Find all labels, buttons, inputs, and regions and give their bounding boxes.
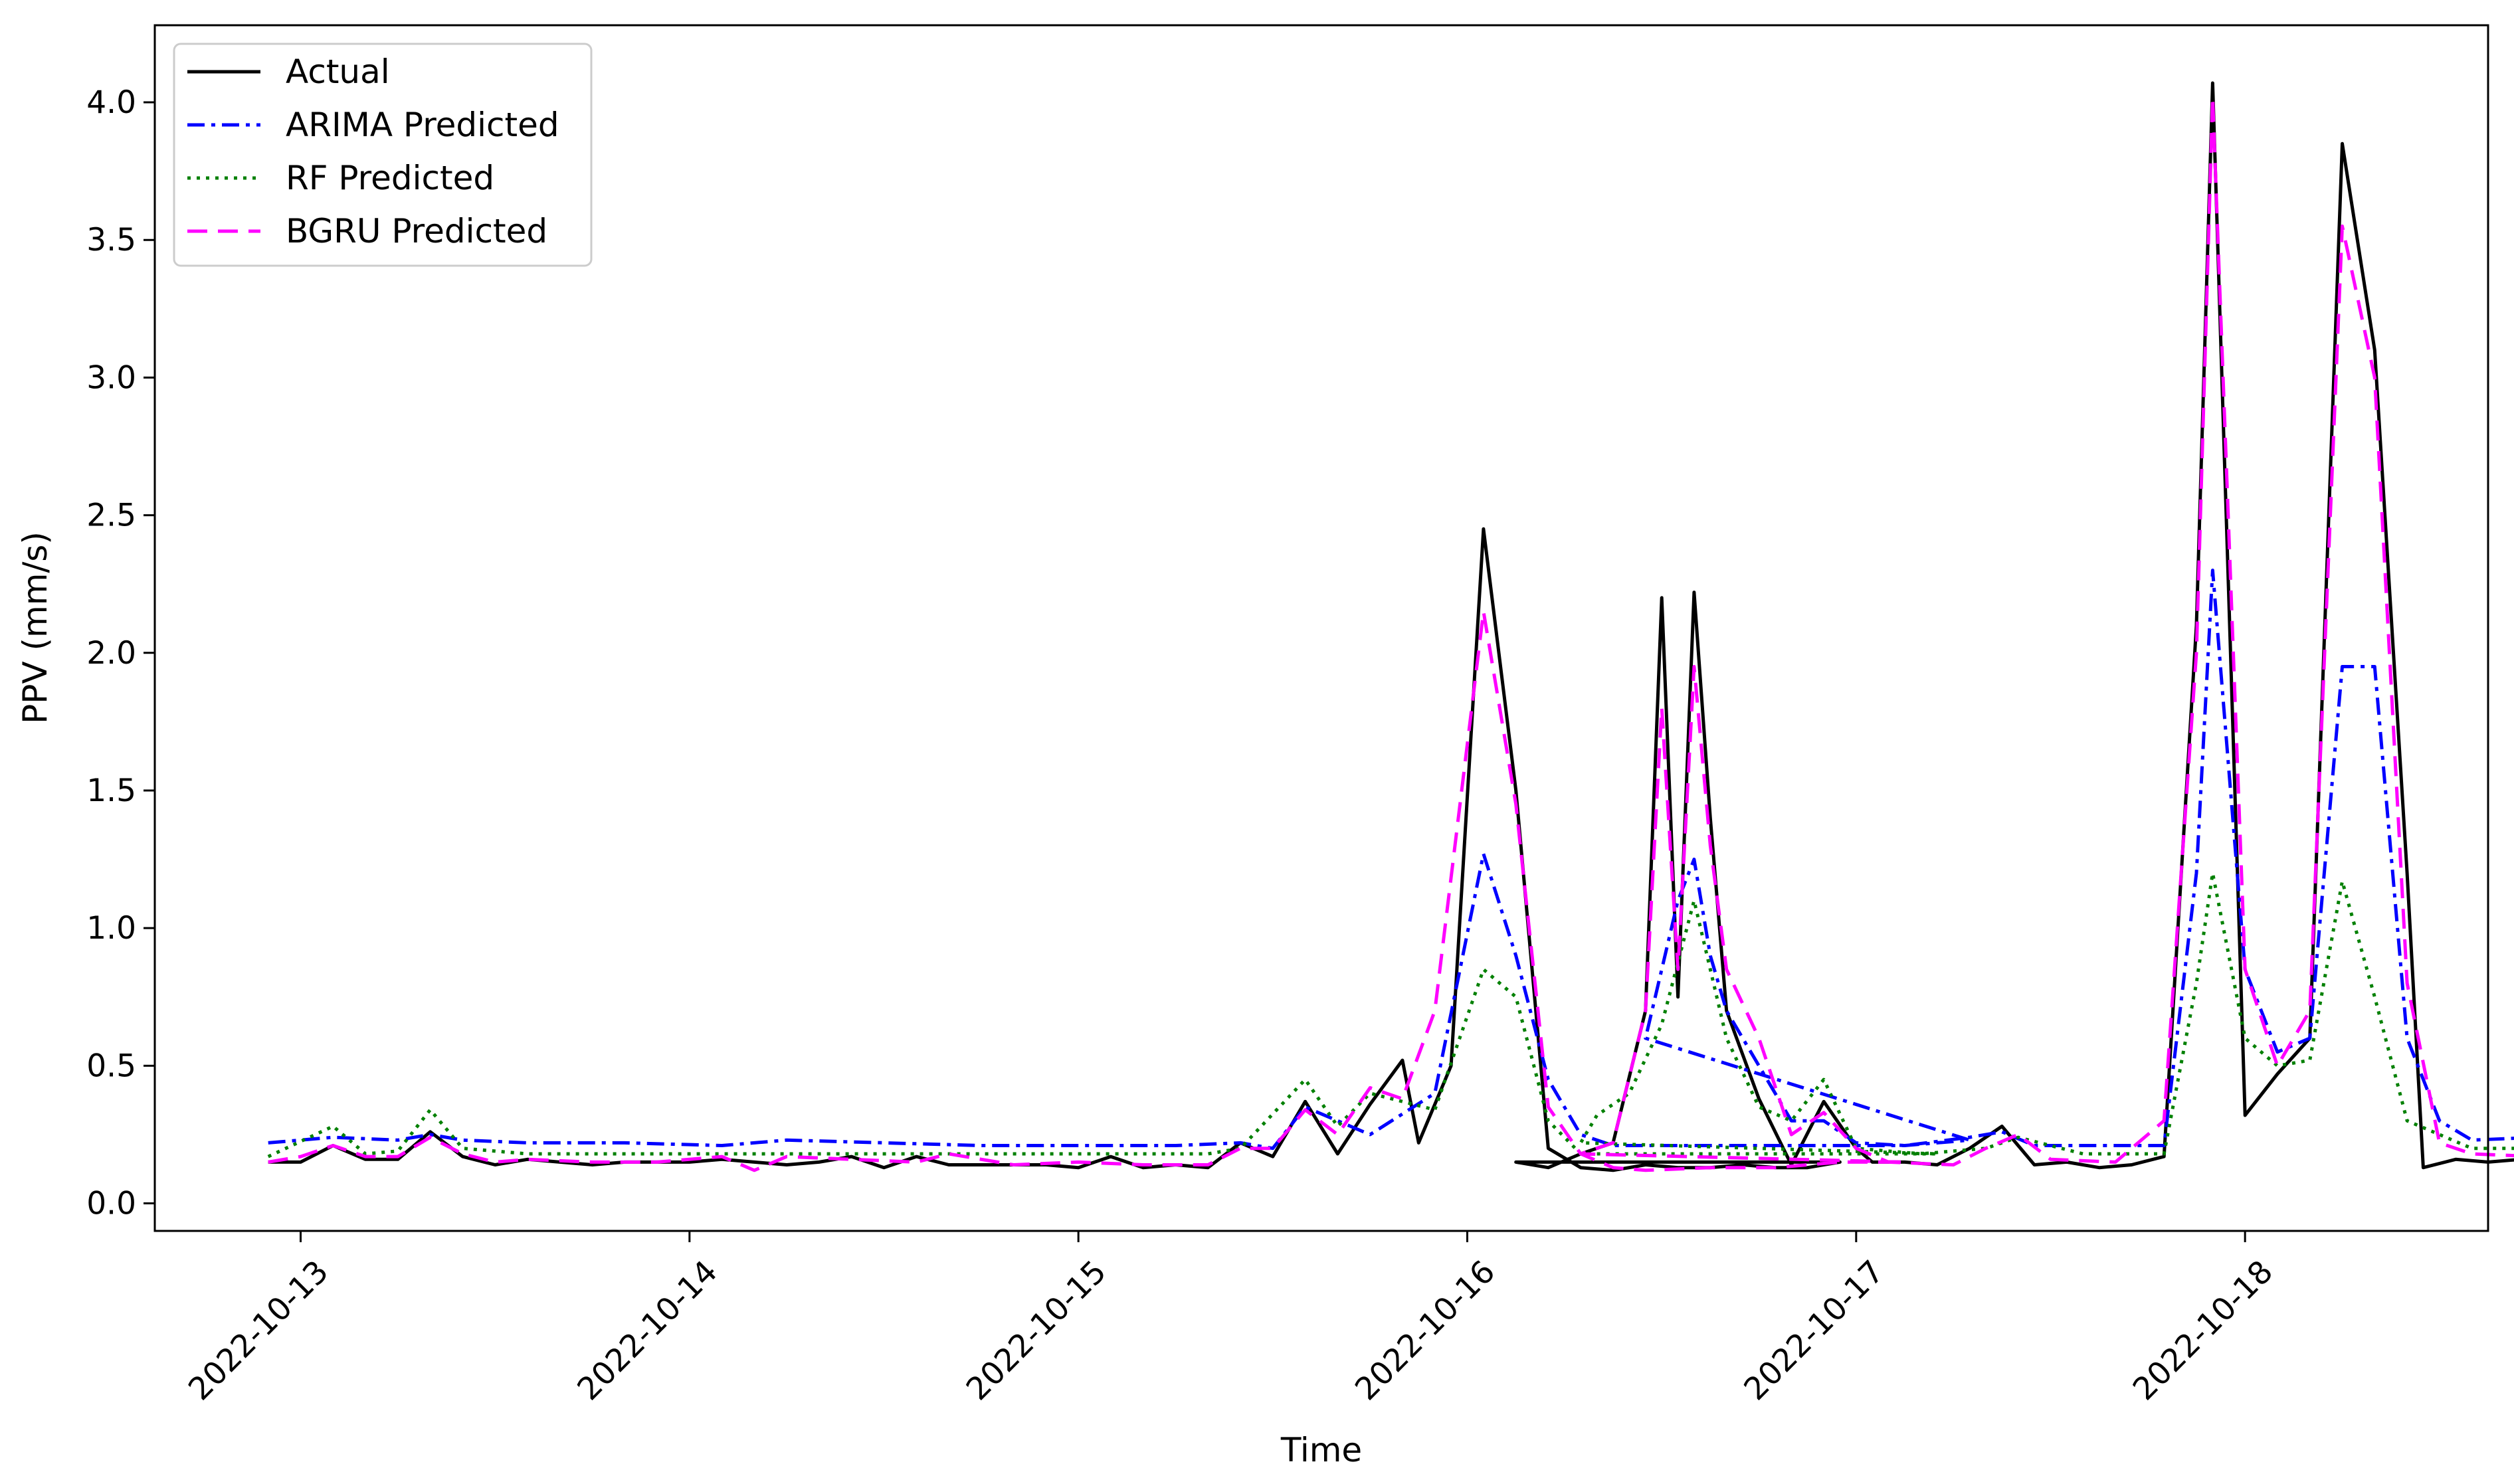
legend-label-1: ARIMA Predicted <box>286 106 559 144</box>
y-axis-title: PPV (mm/s) <box>16 531 54 724</box>
y-tick-label: 1.0 <box>86 910 136 947</box>
y-tick-label: 1.5 <box>86 773 136 809</box>
y-tick-label: 2.5 <box>86 498 136 534</box>
y-axis-ticks: 0.0 0.5 1.0 1.5 2.0 2.5 3.0 3.5 4.0 <box>86 84 155 1222</box>
legend-label-2: RF Predicted <box>286 159 494 197</box>
legend-label-0: Actual <box>286 52 390 91</box>
legend-items: Actual ARIMA Predicted RF Predicted BGRU Pr… <box>187 52 559 250</box>
x-axis-title: Time <box>1280 1431 1362 1469</box>
y-tick-label: 4.0 <box>86 84 136 121</box>
y-tick-label: 3.0 <box>86 359 136 396</box>
legend-box <box>173 43 593 267</box>
y-tick-label: 0.5 <box>86 1048 136 1084</box>
series-layer <box>267 81 2514 1172</box>
legend: Actual ARIMA Predicted RF Predicted BGRU Pr… <box>173 43 593 267</box>
plot-area-frame <box>153 24 2489 1232</box>
series-line-2 <box>267 871 2514 1159</box>
series-line-1 <box>268 569 2514 1151</box>
legend-label-3: BGRU Predicted <box>286 212 547 250</box>
y-tick-label: 3.5 <box>86 222 136 258</box>
y-tick-label: 0.0 <box>86 1186 136 1222</box>
y-tick-label: 2.0 <box>86 635 136 672</box>
